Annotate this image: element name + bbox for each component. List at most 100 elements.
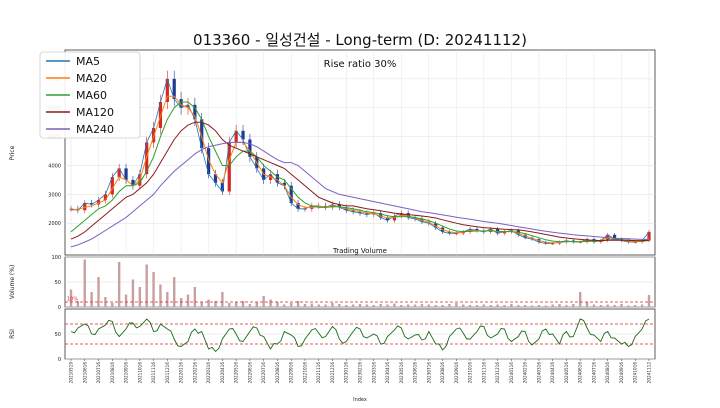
x-tick-label: 20211216 <box>165 362 170 384</box>
volume-bar <box>97 277 100 307</box>
candle-body <box>220 182 224 192</box>
candle-body <box>647 231 651 241</box>
x-tick-label: 20210716 <box>96 362 101 384</box>
x-tick-label: 20231116 <box>481 362 486 384</box>
volume-bar <box>434 305 437 307</box>
volume-bar <box>510 304 513 307</box>
x-tick-label: 20220116 <box>179 362 184 384</box>
x-tick-label: 20230616 <box>413 362 418 384</box>
volume-bar <box>627 305 630 307</box>
candle-body <box>110 177 114 195</box>
x-tick-label: 20210816 <box>110 362 115 384</box>
volume-bar <box>592 304 596 307</box>
volume-bar <box>331 303 334 307</box>
candle-body <box>207 148 211 175</box>
candle-body <box>289 185 293 204</box>
volume-bar <box>338 304 341 307</box>
x-tick-label: 20220516 <box>234 362 239 384</box>
candle-body <box>447 231 452 234</box>
x-tick-label: 20230316 <box>371 362 376 384</box>
candle-body <box>434 223 438 228</box>
x-tick-label: 20211016 <box>137 362 142 384</box>
x-tick-label: 20220716 <box>261 362 266 384</box>
x-tick-label: 20220216 <box>192 362 197 384</box>
volume-bar <box>296 301 300 307</box>
chart-title: 013360 - 일성건설 - Long-term (D: 20241112) <box>193 31 527 49</box>
volume-bar <box>530 305 534 307</box>
volume-bar <box>241 301 245 307</box>
volume-reference-label: 10% <box>67 297 78 303</box>
volume-bar <box>372 305 375 307</box>
candle-body <box>399 213 403 217</box>
candle-body <box>241 130 245 140</box>
volume-bar <box>186 294 190 307</box>
volume-bar <box>90 292 93 307</box>
candle-body <box>282 182 286 186</box>
legend-ma20-label: MA20 <box>76 72 107 85</box>
candle-body <box>296 203 300 209</box>
volume-bar <box>214 301 217 307</box>
x-tick-label: 20240516 <box>564 362 569 384</box>
volume-bar <box>599 305 603 307</box>
ma240-line <box>70 141 649 248</box>
rsi-tick-label: 0 <box>58 357 61 363</box>
x-tick-label: 20230716 <box>426 362 431 384</box>
volume-bar <box>207 299 210 307</box>
x-tick-label: 20240116 <box>509 362 514 384</box>
volume-bar <box>585 302 589 307</box>
volume-bar <box>406 304 410 307</box>
candle-body <box>117 168 121 178</box>
volume-bar <box>289 303 293 307</box>
x-tick-label: 20230216 <box>358 362 363 384</box>
x-tick-label: 20210616 <box>82 362 87 384</box>
volume-bar <box>606 304 609 307</box>
volume-bar <box>248 304 252 307</box>
volume-bar <box>537 305 541 307</box>
candle-body <box>165 78 169 102</box>
volume-bar <box>221 292 224 307</box>
price-tick-label: 4000 <box>48 163 61 169</box>
x-tick-label: 20231216 <box>495 362 500 384</box>
volume-y-ticks: 0 50 100 <box>51 255 61 311</box>
volume-bar <box>393 303 396 307</box>
volume-bar <box>166 292 169 307</box>
volume-bar <box>455 303 458 307</box>
x-tick-label: 20240916 <box>619 362 624 384</box>
volume-bar <box>475 305 479 307</box>
candle-body <box>365 213 369 215</box>
x-tick-label: 20220916 <box>289 362 294 384</box>
volume-bar <box>138 287 142 307</box>
legend: MA5 MA20 MA60 MA120 MA240 <box>39 51 141 139</box>
candle-body <box>454 233 458 235</box>
candle-body <box>351 210 355 212</box>
volume-bar <box>228 303 231 307</box>
candle-body <box>392 216 397 221</box>
volume-bar <box>200 302 203 307</box>
candle-body <box>158 101 163 128</box>
volume-bar <box>317 304 320 307</box>
x-tick-label: 20230816 <box>440 362 445 384</box>
x-axis-ticks: 20210519 20210616 20210716 20210816 20210916… <box>69 359 652 383</box>
volume-bar <box>462 304 465 307</box>
volume-bar <box>489 305 492 307</box>
volume-bar <box>351 304 355 307</box>
price-tick-label: 3000 <box>48 192 61 198</box>
legend-ma60-label: MA60 <box>76 89 107 102</box>
volume-tick-label: 100 <box>51 255 61 261</box>
candle-body <box>337 204 341 208</box>
volume-bar <box>303 304 307 307</box>
x-tick-label: 20240616 <box>578 362 583 384</box>
volume-bar <box>523 305 527 307</box>
x-tick-label: 20221016 <box>302 362 307 384</box>
x-tick-label: 20221116 <box>316 362 321 384</box>
x-tick-label: 20240716 <box>591 362 596 384</box>
volume-bar <box>496 304 499 307</box>
x-tick-label: 20221216 <box>330 362 335 384</box>
candle-body <box>633 242 637 243</box>
candle-body <box>227 142 231 192</box>
ma20-line <box>70 95 650 244</box>
candle-body <box>248 139 252 157</box>
x-tick-label: 20230516 <box>399 362 404 384</box>
